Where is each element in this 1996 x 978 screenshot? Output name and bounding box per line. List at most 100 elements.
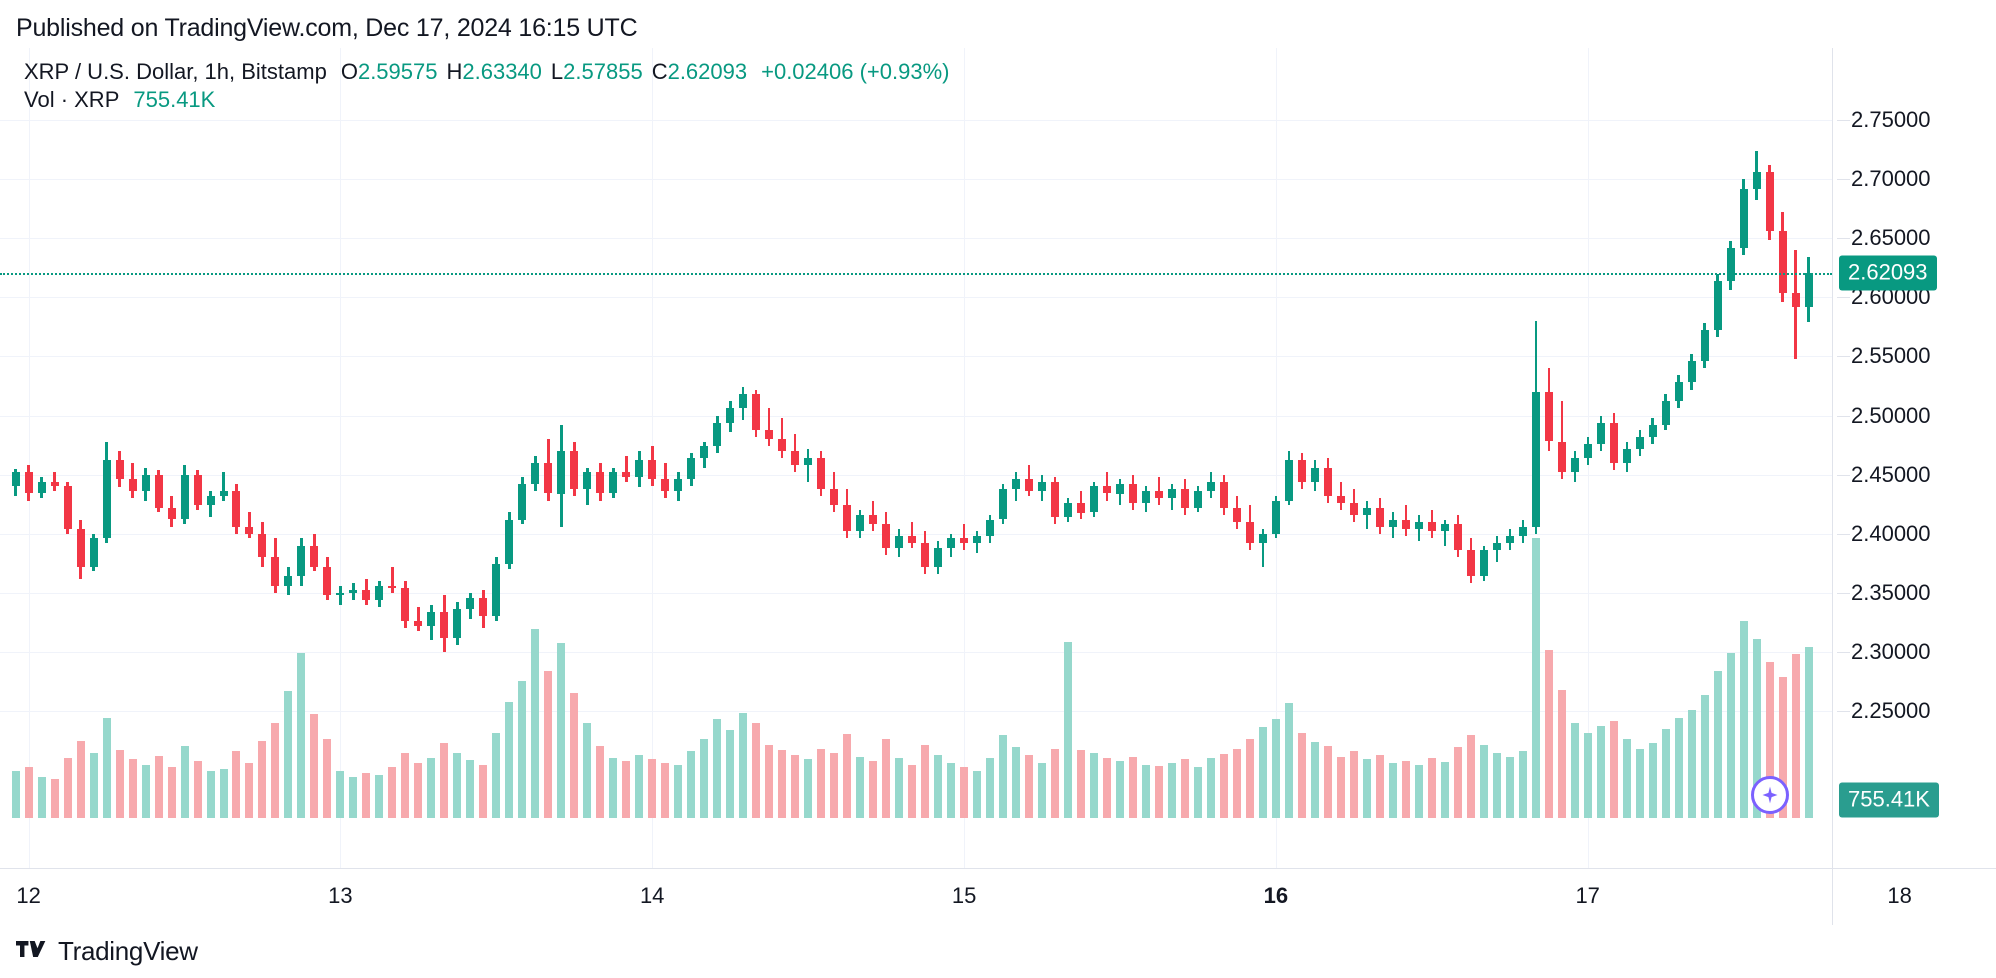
volume-bar [1791, 654, 1800, 818]
volume-bar [1466, 735, 1475, 818]
candle-wick [1105, 472, 1109, 501]
volume-bar [1479, 744, 1488, 818]
candle-body-down [323, 566, 332, 596]
volume-bar [401, 752, 410, 818]
volume-bar [76, 741, 85, 818]
candle-body-down [1025, 479, 1034, 492]
candle-body-up [1310, 467, 1319, 482]
candle-body-up [1505, 536, 1514, 544]
candle-body-up [1726, 247, 1735, 281]
volume-bar [804, 759, 813, 818]
candle-body-down [1180, 488, 1189, 508]
footer: TradingView [16, 924, 198, 978]
candle-body-down [440, 611, 449, 638]
candle-body-up [1388, 519, 1397, 527]
gridline-horizontal [0, 711, 1832, 712]
candle-body-down [1557, 441, 1566, 473]
candle-body-down [1323, 467, 1332, 496]
volume-bar [245, 763, 254, 818]
candle-body-up [1258, 533, 1267, 544]
candle-body-up [687, 458, 696, 480]
price-tick-mark [1837, 120, 1850, 121]
candle-body-up [583, 472, 592, 489]
volume-bar [1518, 751, 1527, 818]
time-axis[interactable]: 12 13 14 15 16 17 18 [0, 868, 1996, 925]
volume-bar [206, 771, 215, 818]
volume-bar [518, 680, 527, 818]
candle-body-up [557, 451, 566, 494]
volume-bar [934, 755, 943, 818]
candle-body-up [1635, 436, 1644, 449]
candle-body-down [310, 545, 319, 567]
volume-bar [1103, 758, 1112, 818]
candle-wick [248, 512, 251, 539]
gridline-horizontal [0, 356, 1832, 358]
candle-body-up [375, 585, 384, 600]
volume-bar [1583, 732, 1592, 818]
price-tick-label: 2.65000 [1837, 225, 1931, 251]
candle-body-up [739, 394, 748, 409]
candle-wick [1560, 401, 1563, 480]
volume-bar [1544, 650, 1553, 818]
volume-bar [271, 723, 280, 818]
candle-body-up [1064, 503, 1073, 518]
candle-wick [417, 607, 420, 631]
volume-bar [232, 750, 241, 818]
candle-body-up [1674, 382, 1683, 402]
volume-bar [544, 671, 553, 818]
candle-body-up [453, 609, 462, 638]
candle-body-up [1700, 330, 1709, 362]
volume-bar [739, 712, 748, 818]
candle-body-down [362, 590, 371, 600]
price-line-layer [0, 48, 1832, 868]
volume-bar [1713, 671, 1722, 818]
volume-bar [1726, 652, 1735, 818]
volume-bar [193, 760, 202, 818]
volume-bar [908, 764, 917, 818]
gridline-vertical [1275, 48, 1277, 868]
candle-body-up [856, 514, 865, 532]
volume-bar [674, 765, 683, 818]
volume-bar [1687, 710, 1696, 818]
candle-body-down [1375, 507, 1384, 527]
candle-body-up [1622, 448, 1631, 463]
volume-bar [1180, 759, 1189, 818]
price-tick-mark [1837, 651, 1850, 653]
candle-wick [1339, 481, 1343, 511]
volume-bar [1622, 739, 1631, 818]
candle-body-down [401, 588, 410, 622]
price-axis[interactable]: 2.62093 755.41K 2.75000 2.70000 2.65000 2.6… [1832, 48, 1996, 868]
candle-body-up [1648, 425, 1657, 437]
volume-bar [1596, 726, 1605, 818]
volume-bar [700, 739, 709, 818]
candle-body-down [882, 524, 891, 548]
volume-bar [1388, 763, 1397, 818]
volume-bar [63, 758, 72, 818]
candle-body-down [869, 514, 878, 525]
volume-bar [1440, 762, 1449, 818]
volume-bar [466, 760, 475, 818]
volume-bar [128, 759, 137, 818]
sparkle-icon[interactable] [1750, 776, 1789, 814]
candle-body-down [1453, 524, 1462, 551]
candle-body-down [1349, 503, 1358, 515]
candle-body-down [1544, 391, 1553, 442]
candle-body-up [1661, 401, 1670, 425]
volume-bar [1531, 538, 1540, 818]
candle-body-down [908, 536, 917, 544]
candle-body-down [245, 526, 254, 534]
candle-body-up [219, 491, 228, 496]
candle-body-up [1116, 484, 1125, 494]
candle-body-up [206, 495, 215, 506]
volume-bar [115, 750, 124, 818]
candle-wick [767, 408, 771, 447]
candle-body-up [1440, 524, 1449, 532]
volume-bar [843, 734, 852, 818]
candle-body-down [76, 529, 85, 567]
volume-bar [1427, 758, 1436, 818]
candle-body-down [1765, 172, 1774, 232]
volume-bar [1219, 754, 1228, 818]
plot-area[interactable] [0, 48, 1832, 868]
candle-body-down [1103, 486, 1112, 494]
